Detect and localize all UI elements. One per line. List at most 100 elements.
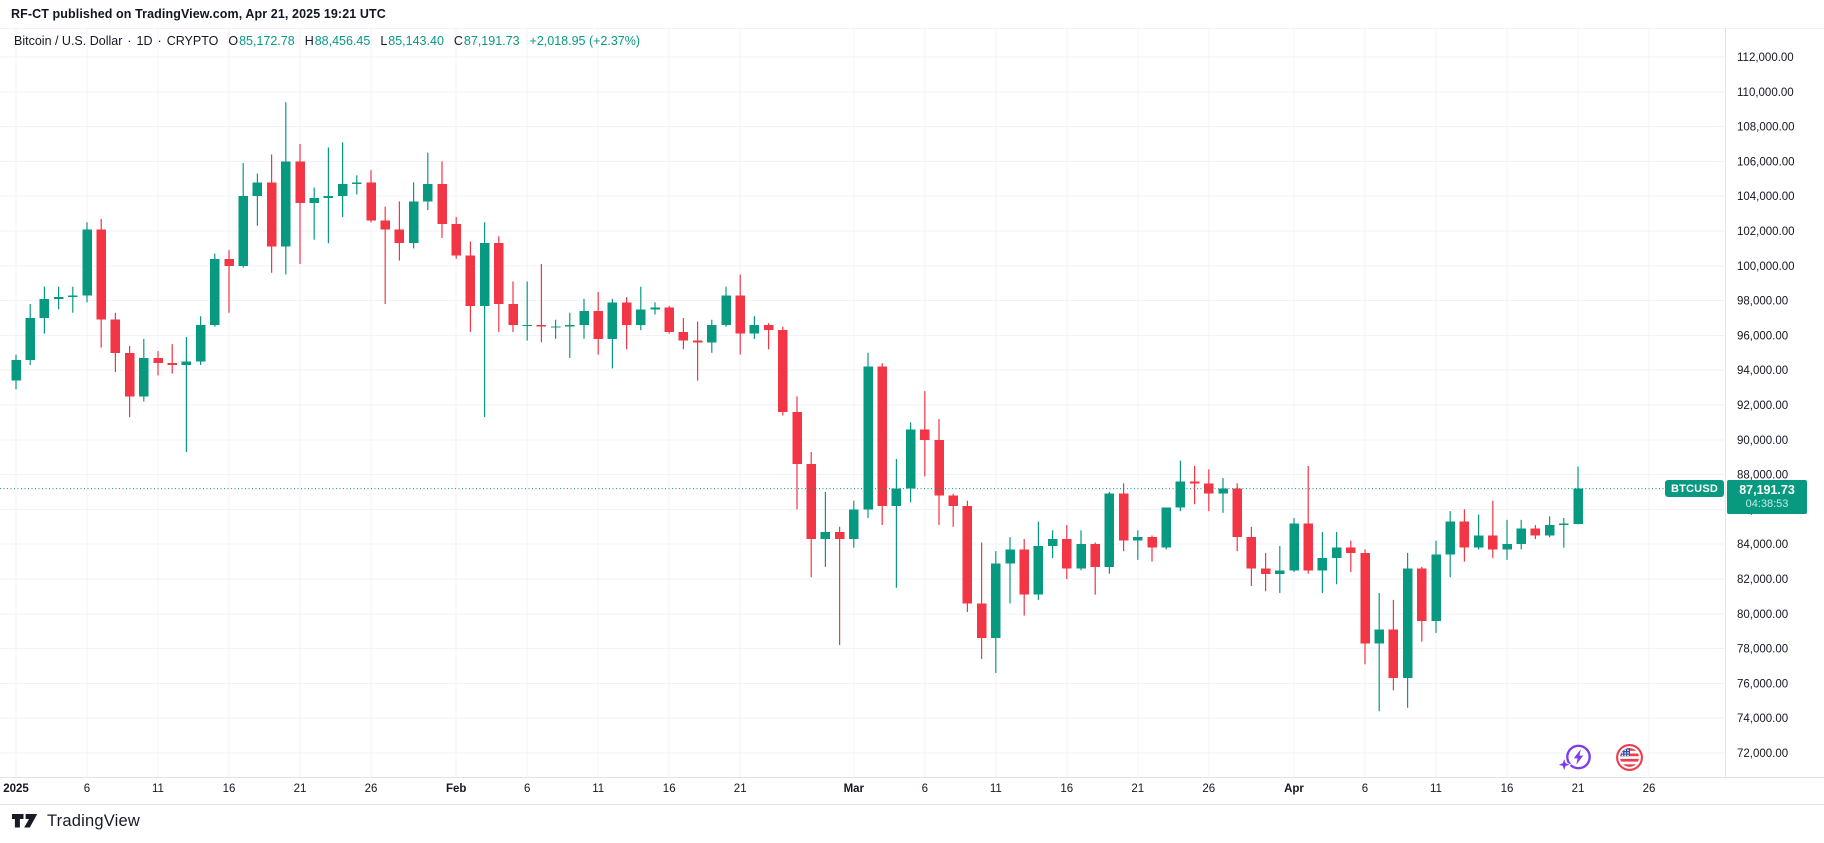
candle-mar-6 [920,429,930,440]
time-tick-label: 26 [365,783,378,795]
candle-mar-2 [863,366,873,510]
candle-feb-24 [778,330,788,412]
spark-lightning-stamp-icon[interactable] [1556,740,1594,776]
candle-jan-13 [181,361,192,365]
candle-jan-29 [408,201,419,244]
price-tick-label: 96,000.00 [1737,330,1788,342]
candle-mar-13 [1019,549,1029,595]
candle-jan-23 [323,196,334,198]
candle-apr-6 [1360,552,1370,644]
candle-apr-14 [1473,535,1484,548]
candle-jan-24 [337,184,348,197]
candle-mar-28 [1232,488,1242,538]
time-tick-label: 11 [990,783,1002,795]
candle-mar-30 [1260,568,1271,574]
candle-apr-18 [1530,528,1541,536]
price-tick-label: 112,000.00 [1737,52,1794,64]
candle-apr-13 [1459,521,1470,548]
candle-feb-3 [479,243,490,306]
price-tick-label: 92,000.00 [1737,400,1788,412]
time-tick-label: 21 [1131,783,1144,795]
candle-jan-12 [167,363,177,365]
candle-apr-11 [1431,554,1441,621]
candle-mar-18 [1090,544,1100,567]
candle-apr-9 [1402,568,1413,679]
candle-feb-11 [593,311,603,339]
candle-feb-27 [820,532,831,539]
ohlc-close: C87,191.73 [453,34,520,48]
time-tick-label: 26 [1643,783,1656,795]
candle-jan-2 [25,318,35,360]
us-flag-stamp-icon[interactable] [1614,742,1645,773]
candle-apr-1 [1289,523,1299,571]
candle-apr-7 [1374,629,1384,644]
candle-jan-21 [295,161,305,204]
time-tick-label: 11 [1430,783,1442,795]
time-tick-label: 6 [1362,783,1368,795]
candle-mar-20 [1118,493,1129,541]
candle-jan-22 [309,197,319,204]
candle-jan-4 [53,297,64,299]
ohlc-low: L85,143.40 [380,34,444,48]
price-tick-label: 102,000.00 [1737,226,1795,238]
price-tick-label: 76,000.00 [1737,678,1788,690]
time-tick-label: Mar [844,783,865,795]
price-tick-label: 72,000.00 [1737,748,1788,760]
bar-close-countdown: 04:38:53 [1745,498,1789,510]
candle-feb-26 [806,464,816,539]
candle-mar-15 [1047,538,1058,546]
candle-jan-8 [110,319,121,353]
price-tick-label: 90,000.00 [1737,435,1788,447]
candle-mar-11 [991,563,1001,639]
price-axis[interactable]: 112,000.00 110,000.00 108,000.00 106,000.00… [1737,52,1795,760]
candle-jan-20 [281,161,291,247]
change-value: +2,018.95 (+2.37%) [529,34,641,48]
candle-jan-27 [380,220,390,230]
candle-feb-17 [678,331,689,341]
candle-feb-21 [735,295,745,334]
exchange-label: CRYPTO [166,34,219,48]
time-tick-label: 11 [592,783,604,795]
candle-jan-30 [423,184,433,202]
candle-mar-31 [1275,570,1285,574]
chart-legend[interactable]: Bitcoin / U.S. Dollar · 1D · CRYPTO O85,… [14,34,640,48]
time-tick-label: 6 [922,783,928,795]
candle-feb-12 [607,302,618,339]
candle-apr-4 [1331,547,1342,559]
candle-mar-5 [905,429,916,489]
price-tick-label: 94,000.00 [1737,365,1788,377]
ohlc-open: O85,172.78 [228,34,295,48]
symbol-price-flag: BTCUSD [1665,480,1724,497]
time-tick-label: 11 [152,783,164,795]
price-tick-label: 108,000.00 [1737,122,1795,134]
candle-feb-8 [550,326,561,328]
pane-borders [0,28,1824,805]
price-tick-label: 100,000.00 [1737,261,1795,273]
time-axis[interactable]: 2025 6 11 16 21 26 Feb 6 11 16 21 Mar 6 11 16 21 26 Apr 6 1… [3,783,1655,795]
candle-jan-6 [82,229,92,296]
time-tick-label: 2025 [3,783,29,795]
candle-jan-26 [366,182,376,221]
ohlc-high: H88,456.45 [304,34,371,48]
tradingview-logo[interactable]: TradingView [12,812,140,831]
candle-feb-20 [721,295,731,325]
candle-feb-25 [792,411,802,465]
candle-feb-13 [621,302,632,325]
candle-mar-7 [934,439,944,496]
candle-jan-7 [96,229,106,320]
candle-mar-3 [877,366,887,506]
candle-feb-5 [508,304,518,325]
price-tick-label: 74,000.00 [1737,713,1788,725]
price-tick-label: 80,000.00 [1737,609,1788,621]
candle-feb-15 [650,307,660,310]
candlestick-series[interactable] [11,102,1583,712]
candle-jan-5 [68,295,78,298]
candle-apr-20 [1559,523,1569,526]
candle-mar-27 [1218,488,1228,494]
candle-mar-25 [1189,481,1200,484]
candle-mar-19 [1104,493,1115,567]
time-tick-label: 26 [1202,783,1215,795]
candle-feb-28 [834,532,845,539]
